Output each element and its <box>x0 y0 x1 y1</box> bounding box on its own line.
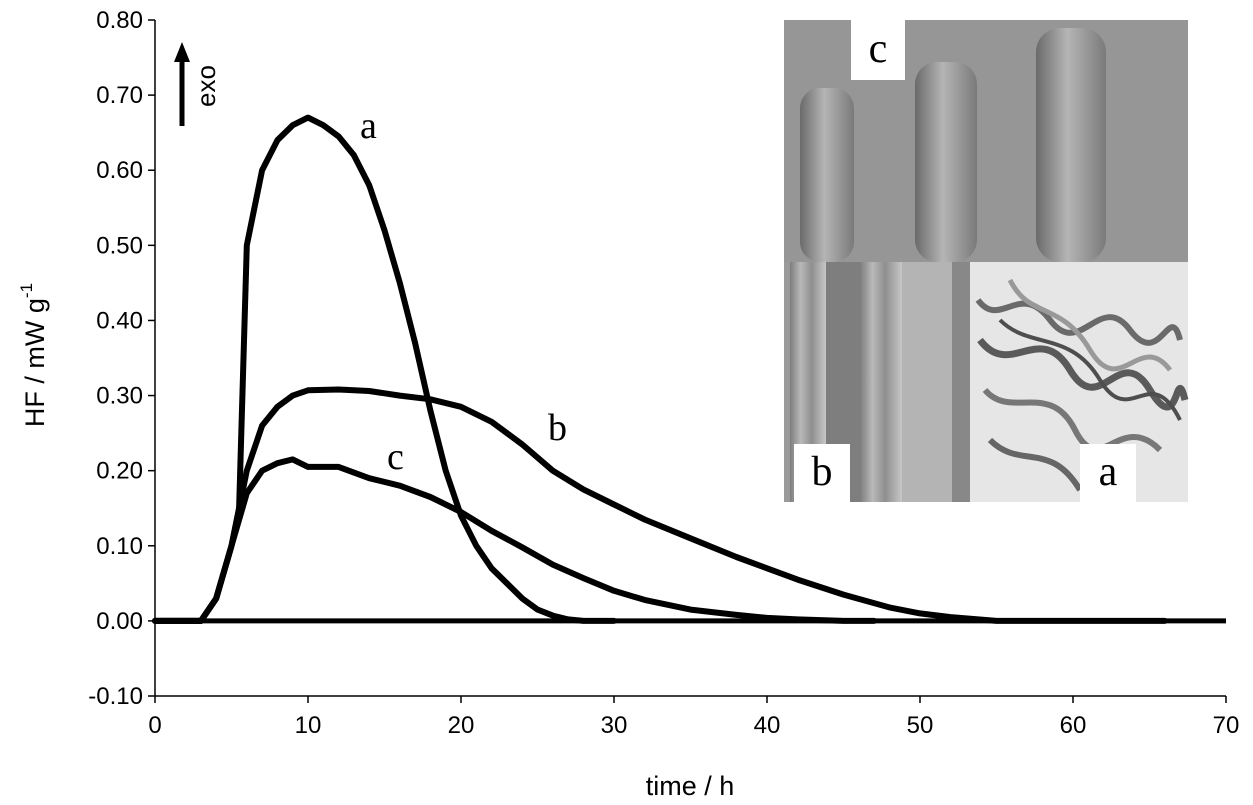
exo-annotation: exo <box>174 42 221 126</box>
y-tick-label: 0.30 <box>96 383 143 410</box>
series-line-a <box>152 114 617 624</box>
y-tick-label: -0.10 <box>88 683 143 710</box>
y-tick-label: 0.50 <box>96 232 143 259</box>
x-tick-label: 40 <box>754 712 781 739</box>
series-line-c <box>152 456 878 624</box>
photo-label-a: a <box>1099 449 1118 495</box>
curve-label-a: a <box>360 105 377 147</box>
series-layer <box>152 114 1168 624</box>
curve-label-c: c <box>387 436 404 478</box>
y-tick-label: 0.80 <box>96 7 143 34</box>
y-tick-label: 0.60 <box>96 157 143 184</box>
x-tick-label: 70 <box>1213 712 1240 739</box>
inset-photos: c b a <box>784 20 1189 502</box>
y-tick-label: 0.20 <box>96 458 143 485</box>
x-tick-label: 10 <box>295 712 322 739</box>
y-tick-label: 0.70 <box>96 82 143 109</box>
x-tick-label: 30 <box>601 712 628 739</box>
x-ticks: 0 10 20 30 40 50 60 70 <box>148 696 1239 739</box>
y-tick-label: 0.10 <box>96 533 143 560</box>
y-tick-label: 0.00 <box>96 608 143 635</box>
x-tick-label: 50 <box>907 712 934 739</box>
axes <box>154 20 1226 697</box>
y-ticks: -0.10 0.00 0.10 0.20 0.30 0.40 0.50 0.60 0.70 0.8… <box>88 7 155 710</box>
x-axis-label: time / h <box>646 771 735 801</box>
photo-label-b: b <box>812 449 833 495</box>
curve-label-b: b <box>548 407 567 449</box>
y-axis-label-main: HF / mW g <box>20 298 50 427</box>
y-axis-label-sup: -1 <box>17 283 36 298</box>
photo-b: b <box>784 262 970 502</box>
y-tick-label: 0.40 <box>96 307 143 334</box>
photo-a: a <box>970 262 1189 502</box>
photo-label-c: c <box>869 26 888 72</box>
exo-label: exo <box>191 65 221 107</box>
series-line-b <box>152 386 1168 624</box>
x-tick-label: 20 <box>448 712 475 739</box>
x-tick-label: 0 <box>148 712 161 739</box>
x-tick-label: 60 <box>1060 712 1087 739</box>
y-axis-label: HF / mW g-1 <box>17 283 50 427</box>
exo-arrow-head-icon <box>174 42 190 62</box>
photo-c: c <box>784 20 1188 262</box>
